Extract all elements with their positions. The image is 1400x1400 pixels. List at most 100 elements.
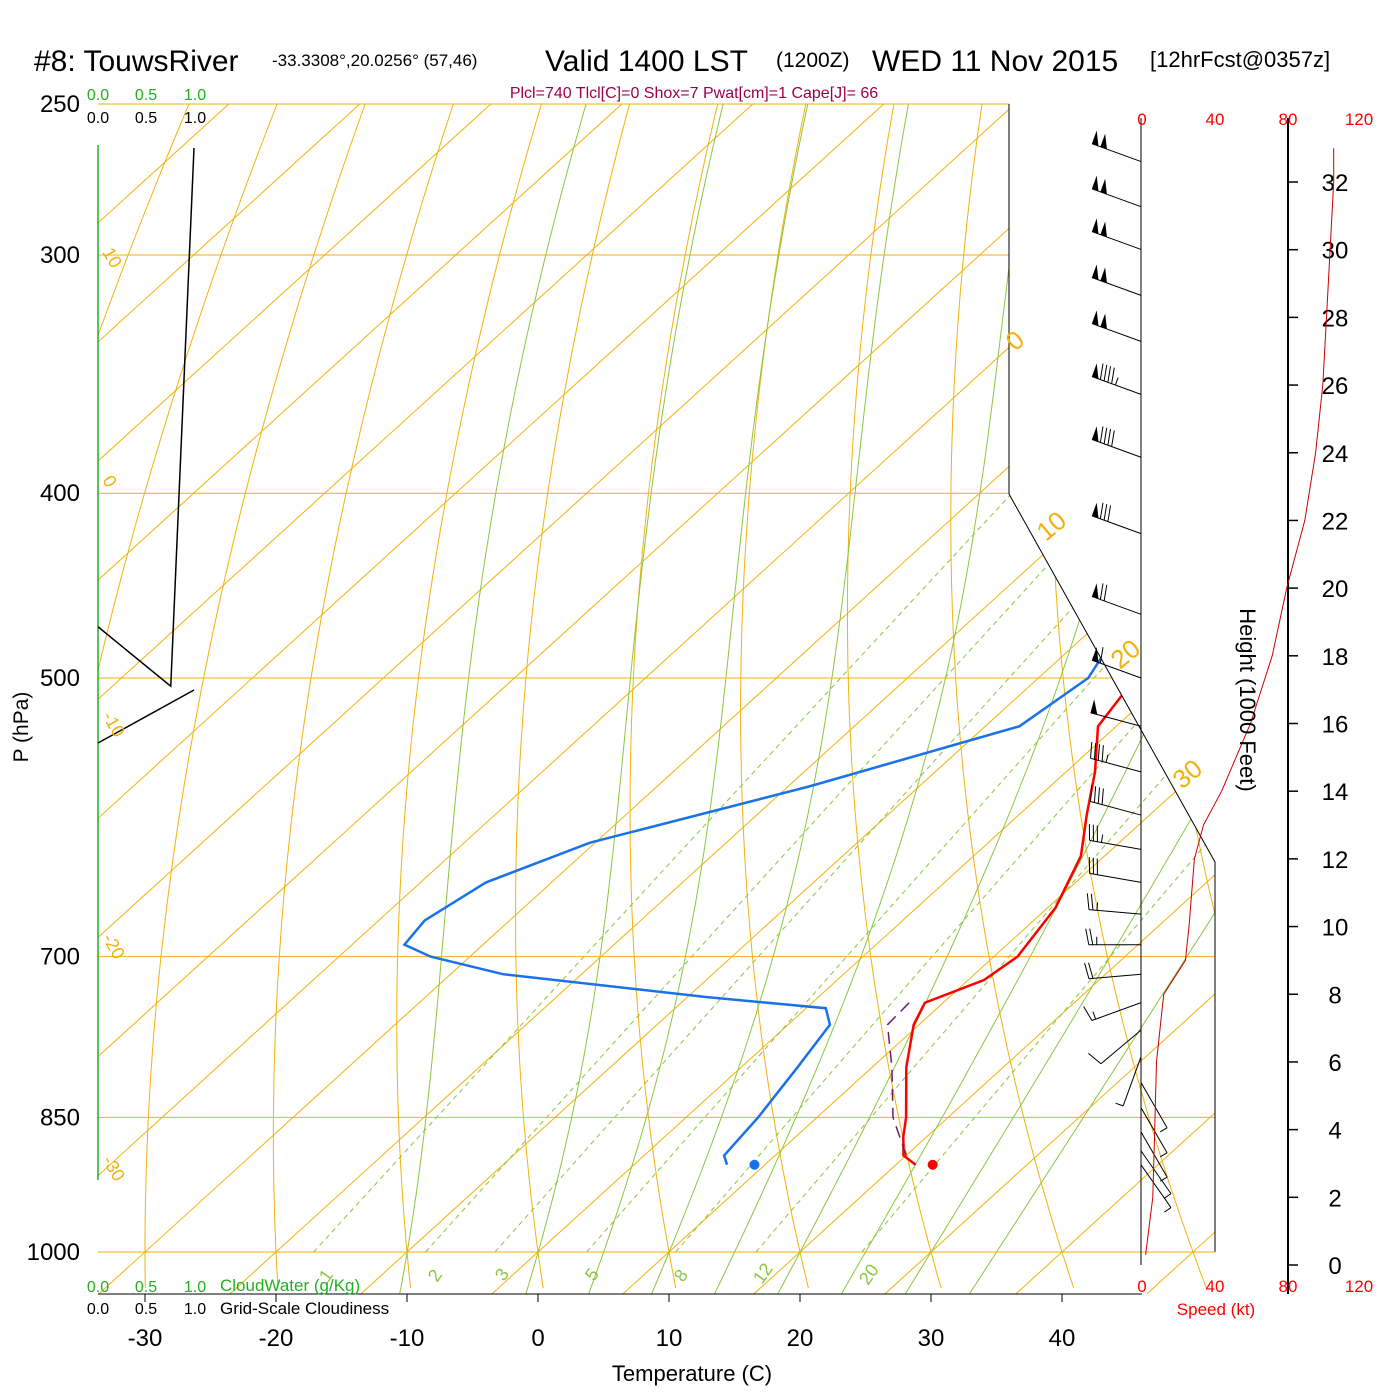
barb-full: [1097, 787, 1100, 804]
barb-staff: [1091, 1002, 1142, 1021]
dry-adiabat: [144, 104, 366, 1289]
parcel-profile: [886, 1002, 910, 1156]
wind-barb: [1088, 1029, 1142, 1065]
cloud-scale-top-green: 1.0: [184, 87, 206, 104]
wind-barbs: [1083, 118, 1172, 1265]
wind-barb: [1085, 928, 1141, 946]
barb-staff: [1140, 1164, 1172, 1208]
barb-full: [1111, 367, 1115, 384]
dry-adiabat: [629, 104, 719, 1289]
barb-full: [1103, 584, 1108, 601]
height-axis-title: Height (1000 Feet): [1235, 608, 1260, 791]
pressure-tick-500: 500: [40, 665, 80, 692]
dry-adiabat: [1050, 104, 1207, 1289]
cloud-scale-top-black: 0.5: [135, 110, 157, 127]
mixing-ratio-label: 5: [581, 1265, 603, 1285]
station-title: #8: TouwsRiver: [34, 45, 239, 78]
wind-barb: [1091, 218, 1142, 250]
moist-adiabat: [776, 104, 1186, 1294]
pressure-tick-400: 400: [40, 480, 80, 507]
cloudiness-line: [97, 147, 195, 688]
valid-time: Valid 1400 LST: [545, 45, 748, 78]
height-tick-label: 16: [1322, 712, 1349, 739]
isotherm-line: [1278, 104, 1400, 1294]
barb-full: [1107, 429, 1112, 446]
barb-half: [1159, 1152, 1168, 1158]
moist-adiabat: [650, 104, 914, 1294]
speed-tick-bottom: 0: [1137, 1277, 1146, 1296]
cloud-scale-top-green: 0.0: [87, 87, 109, 104]
barb-pennant: [1091, 264, 1099, 280]
pressure-axis-title: P (hPa): [10, 692, 33, 763]
dry-adiabat: [272, 104, 454, 1289]
height-tick-label: 24: [1322, 441, 1349, 468]
temperature-tick-label: 10: [656, 1325, 683, 1352]
barb-pennant: [1091, 310, 1099, 326]
surface-temperature-dot: [927, 1159, 938, 1170]
barb-staff: [1088, 973, 1142, 980]
barb-staff: [1091, 438, 1142, 458]
barb-pennant: [1091, 646, 1099, 663]
barb-full: [1099, 647, 1104, 664]
wind-barb: [1088, 857, 1142, 883]
barb-half: [1100, 834, 1104, 843]
barb-full: [1084, 962, 1090, 979]
isotherm-line: [884, 104, 1215, 1294]
pressure-tick-300: 300: [40, 242, 80, 269]
barb-staff: [1089, 872, 1142, 883]
forecast-run: [12hrFcst@0357z]: [1150, 47, 1330, 72]
isotherm-label: -20: [99, 930, 129, 963]
mixing-ratio-label: 2: [424, 1266, 446, 1286]
wind-barb: [1140, 1150, 1172, 1199]
sounding-profiles: [402, 152, 1195, 1170]
wind-barb: [1091, 175, 1142, 208]
barb-full: [1088, 1053, 1102, 1065]
barb-pennant: [1100, 313, 1107, 330]
barb-staff: [1091, 188, 1142, 208]
cloud-scale-top-black: 0.0: [87, 110, 109, 127]
barb-full: [1089, 928, 1094, 945]
barb-pennant: [1091, 502, 1099, 519]
cloud-scale-top-black: 1.0: [184, 110, 206, 127]
pressure-tick-250: 250: [40, 91, 80, 118]
barb-half: [1114, 377, 1119, 386]
barb-half: [1115, 1102, 1124, 1107]
speed-axis-title: Speed (kt): [1177, 1300, 1255, 1319]
cloud-scale-bottom-green: 0.5: [135, 1279, 157, 1296]
barb-staff: [1091, 277, 1142, 296]
barb-full: [1099, 583, 1104, 600]
moist-adiabat: [587, 104, 815, 1294]
isotherm-line: [98, 104, 623, 1294]
mixing-ratio-line: [425, 492, 1114, 1253]
wind-barb: [1090, 742, 1142, 773]
wind-barb: [1091, 363, 1142, 395]
barb-full: [1101, 745, 1104, 762]
moist-adiabat: [839, 104, 1215, 1294]
barb-half: [1164, 1193, 1172, 1199]
wind-barb: [1091, 310, 1142, 342]
isotherm-label: 0: [99, 472, 121, 491]
cloud-scale-bottom-green: 0.0: [87, 1279, 109, 1296]
barb-full: [1099, 426, 1104, 443]
moist-adiabat: [398, 104, 595, 1294]
barb-full: [1088, 962, 1094, 979]
barb-staff: [1091, 376, 1142, 395]
pressure-tick-1000: 1000: [27, 1239, 80, 1266]
wind-barb: [1091, 426, 1142, 458]
isotherm-label: -30: [99, 1152, 129, 1185]
height-tick-label: 8: [1328, 982, 1341, 1009]
cloud-scale-bottom-black: 1.0: [184, 1301, 206, 1318]
barb-pennant: [1100, 221, 1107, 238]
dry-adiabat: [515, 104, 631, 1289]
barb-half: [1096, 902, 1099, 911]
barb-full: [1099, 363, 1104, 380]
isotherm-line: [98, 104, 885, 1294]
barb-full: [1103, 504, 1108, 521]
dewpoint-profile: [402, 152, 1155, 1166]
isotherm-label: -10: [99, 708, 129, 741]
mixing-ratio-line: [861, 492, 1215, 1253]
right-isotherm-label: 30: [1167, 753, 1208, 795]
right-isotherm-label: 20: [1105, 633, 1146, 675]
